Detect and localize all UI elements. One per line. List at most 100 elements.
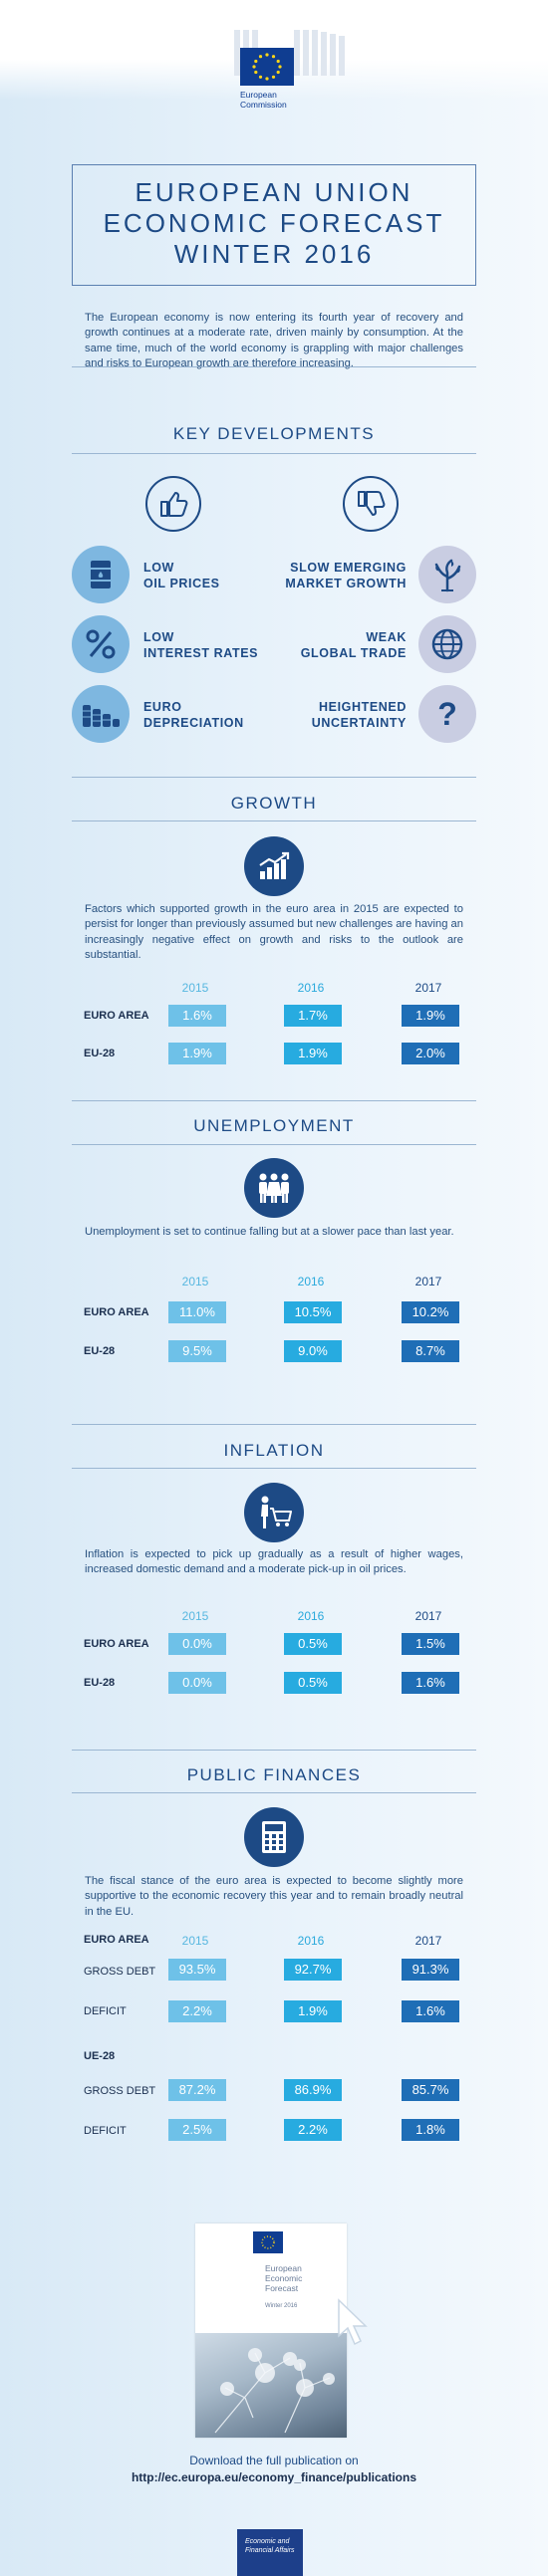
thumbs-down-icon: [343, 476, 399, 532]
divider: [72, 366, 476, 367]
value-cell: 0.0%: [168, 1633, 226, 1655]
value-cell: 0.5%: [284, 1672, 342, 1694]
value-cell: 1.7%: [284, 1005, 342, 1027]
year-label: 2016: [297, 1934, 325, 1948]
people-icon: [244, 1158, 304, 1218]
globe-icon: [418, 615, 476, 673]
row-label: DEFICIT: [84, 2005, 127, 2017]
value-cell: 10.2%: [402, 1301, 459, 1323]
divider: [72, 777, 476, 778]
logo-text-line1: European: [240, 90, 277, 100]
group-label-ue-28: UE-28: [84, 2050, 116, 2062]
growth-chart-icon: [244, 836, 304, 896]
row-label: EU-28: [84, 1345, 116, 1357]
kd-label-line1: LOW: [143, 561, 174, 575]
divider: [72, 1750, 476, 1751]
section-title-unemployment: UNEMPLOYMENT: [193, 1116, 355, 1135]
value-cell: 2.5%: [168, 2119, 226, 2141]
inflation-text: Inflation is expected to pick up gradual…: [85, 1548, 463, 1576]
value-cell: 87.2%: [168, 2079, 226, 2101]
kd-heightened-uncertainty: HEIGHTENED UNCERTAINTY: [249, 699, 407, 731]
kd-label-line2: INTEREST RATES: [143, 646, 259, 660]
kd-label-line2: UNCERTAINTY: [311, 716, 407, 730]
download-text: Download the full publication on: [189, 2454, 359, 2467]
percent-icon: [72, 615, 130, 673]
value-cell: 86.9%: [284, 2079, 342, 2101]
kd-slow-emerging-market-growth: SLOW EMERGING MARKET GROWTH: [249, 560, 407, 591]
unemployment-text: Unemployment is set to continue falling …: [85, 1226, 454, 1238]
shopping-cart-icon: [244, 1483, 304, 1542]
divider: [72, 1792, 476, 1793]
year-label: 2017: [414, 1609, 442, 1623]
divider: [72, 1468, 476, 1469]
row-label: EURO AREA: [84, 1306, 149, 1318]
divider: [72, 820, 476, 821]
coins-icon: [72, 685, 130, 743]
value-cell: 10.5%: [284, 1301, 342, 1323]
kd-label-line1: WEAK: [366, 630, 407, 644]
logo-text-line2: Commission: [240, 100, 287, 110]
kd-label-line1: HEIGHTENED: [319, 700, 407, 714]
kd-low-oil-prices: LOW OIL PRICES: [143, 560, 220, 591]
logo-text: European Commission: [240, 90, 287, 110]
kd-label-line1: EURO: [143, 700, 182, 714]
cover-title-line2: Economic: [265, 2273, 303, 2283]
oil-barrel-icon: [72, 546, 130, 603]
divider: [72, 1144, 476, 1145]
value-cell: 1.9%: [284, 1043, 342, 1064]
kd-euro-depreciation: EURO DEPRECIATION: [143, 699, 244, 731]
row-label: EU-28: [84, 1677, 116, 1689]
value-cell: 1.9%: [168, 1043, 226, 1064]
row-label: EU-28: [84, 1048, 116, 1059]
kd-label-line2: MARKET GROWTH: [285, 577, 407, 590]
divider: [72, 1100, 476, 1101]
kd-label-line1: SLOW EMERGING: [290, 561, 407, 575]
row-label: GROSS DEBT: [84, 2085, 156, 2097]
value-cell: 1.8%: [402, 2119, 459, 2141]
value-cell: 0.5%: [284, 1633, 342, 1655]
kd-weak-global-trade: WEAK GLOBAL TRADE: [249, 629, 407, 661]
divider: [72, 453, 476, 454]
calculator-icon: [244, 1807, 304, 1867]
year-label: 2015: [181, 981, 209, 995]
row-label: GROSS DEBT: [84, 1966, 156, 1978]
cover-title-line1: European: [265, 2263, 302, 2273]
kd-label-line1: LOW: [143, 630, 174, 644]
growth-text: Factors which supported growth in the eu…: [85, 903, 463, 962]
year-label: 2017: [414, 981, 442, 995]
publication-cover[interactable]: European Economic Forecast Winter 2016: [195, 2224, 368, 2438]
value-cell: 1.6%: [402, 2000, 459, 2022]
question-mark-icon: ?: [418, 685, 476, 743]
value-cell: 2.2%: [284, 2119, 342, 2141]
title-line1: EUROPEAN UNION: [135, 177, 413, 207]
section-title-key-developments: KEY DEVELOPMENTS: [172, 424, 376, 443]
kd-label-line2: OIL PRICES: [143, 577, 220, 590]
section-title-inflation: INFLATION: [223, 1441, 325, 1460]
footer-badge: Economic and Financial Affairs: [237, 2529, 303, 2576]
cover-title-line3: Forecast: [265, 2283, 299, 2293]
section-title-growth: GROWTH: [230, 794, 318, 813]
title-box: EUROPEAN UNION ECONOMIC FORECAST WINTER …: [72, 164, 476, 286]
year-label: 2017: [414, 1275, 442, 1288]
value-cell: 93.5%: [168, 1959, 226, 1981]
thumbs-up-icon: [145, 476, 201, 532]
value-cell: 91.3%: [402, 1959, 459, 1981]
value-cell: 0.0%: [168, 1672, 226, 1694]
public-finances-text: The fiscal stance of the euro area is ex…: [85, 1875, 463, 1918]
intro-text: The European economy is now entering its…: [85, 312, 463, 370]
title-line2: ECONOMIC FORECAST: [103, 208, 445, 238]
year-label: 2016: [297, 1275, 325, 1288]
european-commission-logo: European Commission: [210, 30, 350, 110]
value-cell: 1.9%: [284, 2000, 342, 2022]
eu-flag-icon: [253, 2231, 283, 2253]
download-link[interactable]: http://ec.europa.eu/economy_finance/publ…: [131, 2470, 417, 2484]
row-label: EURO AREA: [84, 1638, 149, 1650]
cover-subtitle: Winter 2016: [265, 2303, 298, 2309]
cover-title: European Economic Forecast: [265, 2263, 302, 2293]
mouse-cursor-icon: [338, 2298, 368, 2346]
group-label-euro-area: EURO AREA: [84, 1934, 149, 1946]
value-cell: 1.9%: [402, 1005, 459, 1027]
title-line3: WINTER 2016: [173, 239, 375, 269]
year-label: 2015: [181, 1609, 209, 1623]
value-cell: 11.0%: [168, 1301, 226, 1323]
